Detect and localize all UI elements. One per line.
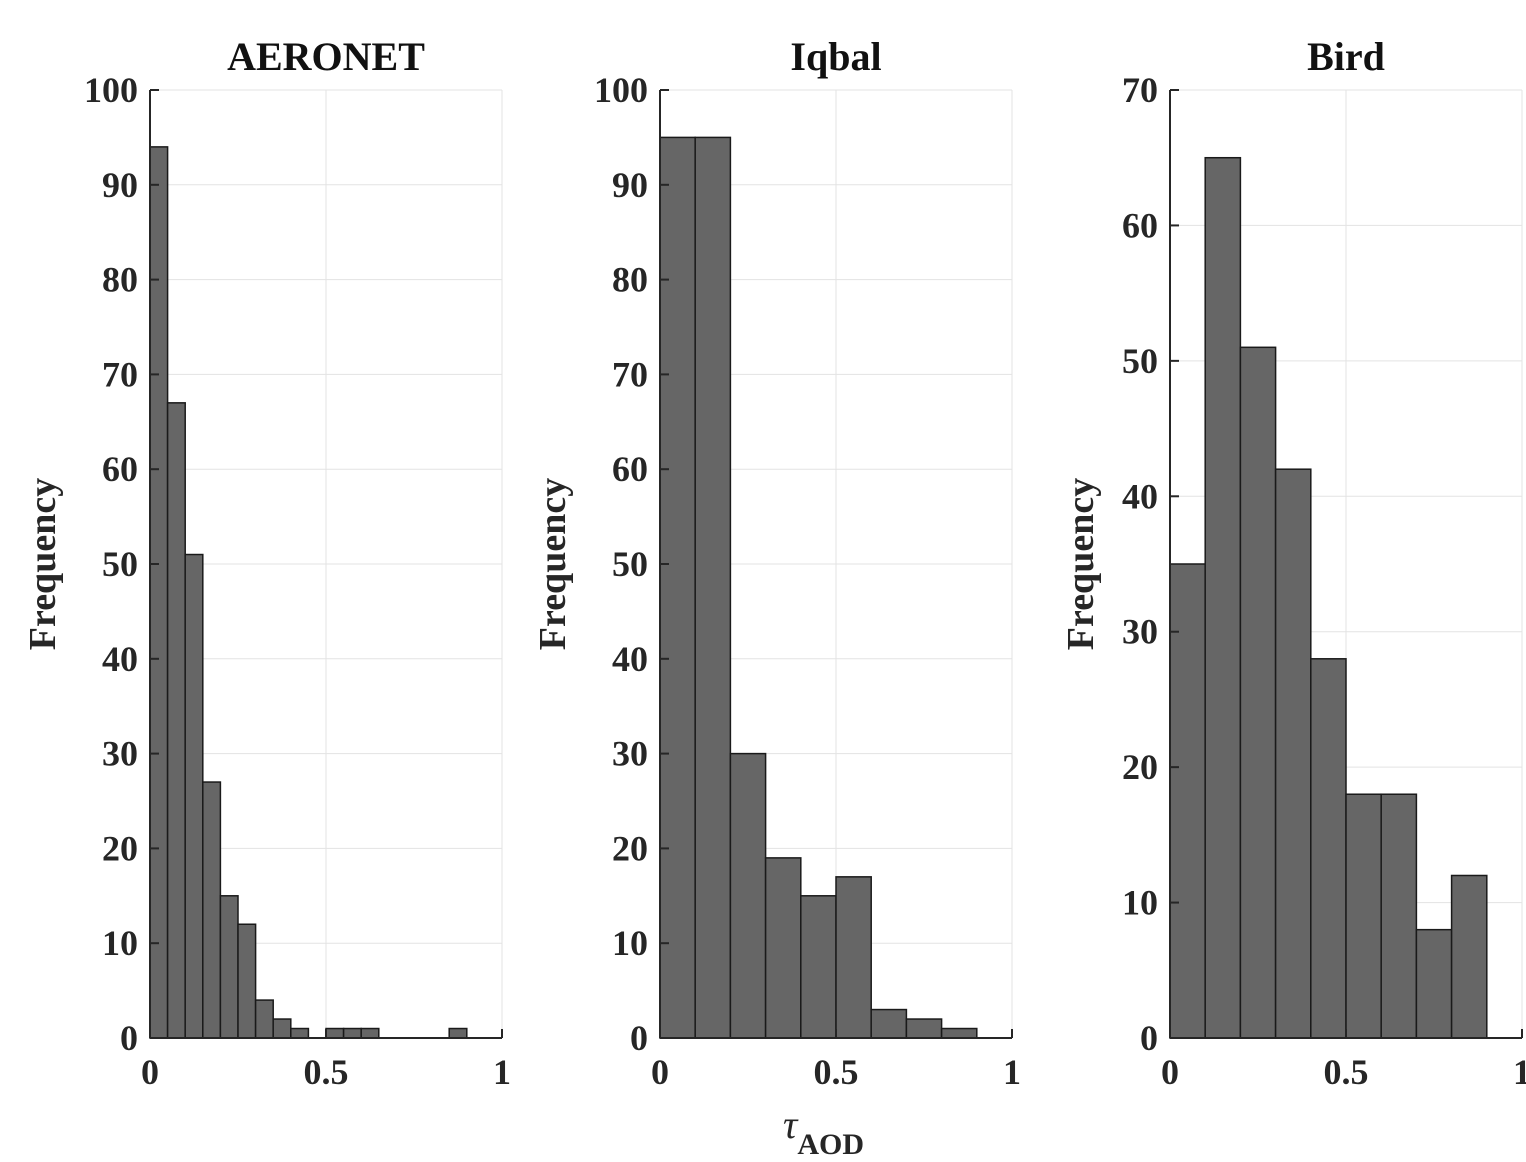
y-tick-label: 80: [102, 260, 138, 300]
histogram-bar: [342, 1027, 362, 1039]
x-axis-label-subscript: AOD: [797, 1128, 864, 1161]
y-tick-label: 20: [612, 828, 648, 868]
histogram-bar: [694, 136, 732, 1039]
histogram-bar: [184, 553, 204, 1039]
y-tick-label: 60: [102, 449, 138, 489]
histogram-bar: [870, 1008, 908, 1039]
y-tick-label: 100: [594, 70, 648, 110]
y-tick-label: 0: [120, 1018, 138, 1058]
y-tick-label: 20: [1122, 747, 1158, 787]
histogram-bar: [1415, 928, 1453, 1039]
y-tick-label: 60: [1122, 205, 1158, 245]
histogram-bar: [237, 923, 257, 1039]
y-axis-label: Frequency: [532, 478, 574, 650]
histogram-bar: [1380, 793, 1418, 1039]
histogram-bar: [835, 876, 872, 1039]
chart-title: Iqbal: [790, 34, 881, 79]
histogram-bar: [905, 1018, 943, 1039]
histogram-bar: [940, 1027, 978, 1039]
histogram-bar: [1274, 468, 1312, 1039]
histogram-bar: [325, 1027, 345, 1039]
y-axis-label: Frequency: [1060, 478, 1102, 650]
y-tick-label: 0: [630, 1018, 648, 1058]
histogram-bar: [729, 752, 767, 1039]
y-tick-label: 10: [612, 923, 648, 963]
y-axis-label: Frequency: [22, 478, 64, 650]
histogram-bar: [1239, 346, 1277, 1039]
y-tick-label: 40: [612, 639, 648, 679]
chart-panel-2: 0 10 20 30 40 50 60 70 80 90 100 0 0.5 1 Iqbal Frequenc…: [532, 34, 1021, 1092]
y-tick-label: 70: [102, 354, 138, 394]
chart-panel-3: 0 10 20 30 40 50 60 70 0 0.5 1 Bird Frequency: [1060, 34, 1526, 1092]
histogram-bar: [659, 136, 696, 1039]
x-tick-label: 0: [1161, 1052, 1179, 1092]
y-tick-label: 100: [84, 70, 138, 110]
x-tick-label: 1: [1003, 1052, 1021, 1092]
y-tick-label: 90: [102, 165, 138, 205]
y-tick-label: 80: [612, 260, 648, 300]
histogram-bar: [800, 895, 837, 1039]
histogram-bar: [290, 1027, 310, 1039]
histogram-bar: [1450, 874, 1488, 1039]
y-tick-label: 50: [1122, 341, 1158, 381]
y-tick-label: 50: [612, 544, 648, 584]
histogram-bar: [360, 1027, 380, 1039]
y-tick-label: 40: [1122, 476, 1158, 516]
x-tick-label: 0: [651, 1052, 669, 1092]
x-tick-label: 1: [493, 1052, 511, 1092]
x-axis-label-symbol: τ: [783, 1102, 799, 1147]
y-tick-label: 0: [1140, 1018, 1158, 1058]
histogram-bar: [219, 895, 239, 1039]
y-tick-label: 10: [102, 923, 138, 963]
shared-x-axis-label: τAOD: [783, 1102, 864, 1161]
x-tick-label: 0: [141, 1052, 159, 1092]
chart-title: Bird: [1307, 34, 1385, 79]
histogram-bar: [1204, 156, 1242, 1039]
histogram-bar: [448, 1027, 468, 1039]
y-tick-label: 60: [612, 449, 648, 489]
chart-panel-1: 0 10 20 30 40 50 60 70 80 90 100 0 0.5 1 AERONET Freque…: [22, 34, 511, 1092]
y-tick-label: 30: [612, 734, 648, 774]
y-tick-label: 20: [102, 828, 138, 868]
x-tick-label: 0.5: [1324, 1052, 1369, 1092]
y-tick-label: 70: [1122, 70, 1158, 110]
y-tick-label: 50: [102, 544, 138, 584]
histogram-bar: [202, 781, 222, 1039]
histogram-bar: [272, 1018, 292, 1039]
x-tick-label: 1: [1513, 1052, 1526, 1092]
histogram-bar: [1310, 658, 1347, 1039]
histogram-bar: [1345, 793, 1382, 1039]
x-tick-label: 0.5: [304, 1052, 349, 1092]
y-tick-label: 40: [102, 639, 138, 679]
y-tick-label: 10: [1122, 883, 1158, 923]
histogram-bar: [166, 402, 186, 1039]
histogram-bar: [1169, 563, 1206, 1039]
histogram-bar: [254, 999, 274, 1039]
y-tick-label: 70: [612, 354, 648, 394]
x-tick-label: 0.5: [814, 1052, 859, 1092]
y-tick-label: 30: [102, 734, 138, 774]
histogram-bar: [764, 857, 802, 1039]
y-tick-label: 30: [1122, 612, 1158, 652]
chart-title: AERONET: [227, 34, 425, 79]
y-tick-label: 90: [612, 165, 648, 205]
